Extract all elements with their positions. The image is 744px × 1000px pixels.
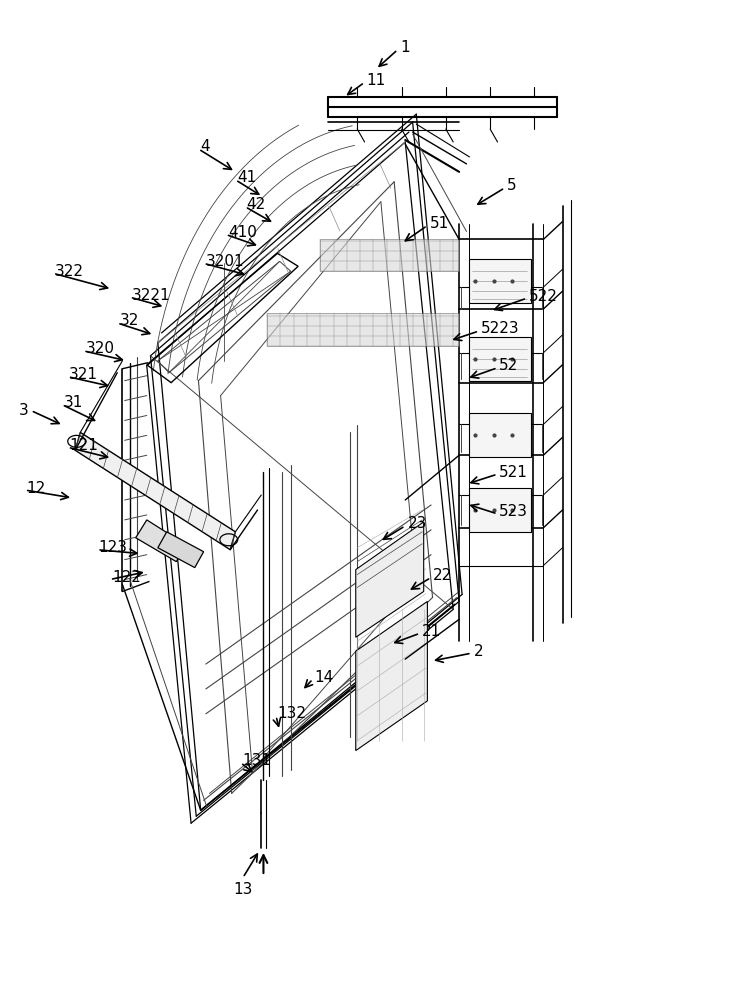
Text: 3221: 3221 [132, 288, 170, 303]
Polygon shape [356, 522, 423, 637]
Text: 42: 42 [246, 197, 266, 212]
Text: 32: 32 [120, 313, 139, 328]
Text: 21: 21 [422, 624, 441, 639]
Text: 3: 3 [19, 403, 29, 418]
Polygon shape [158, 532, 204, 568]
Text: 320: 320 [86, 341, 115, 356]
Text: 52: 52 [499, 358, 519, 373]
Text: 410: 410 [228, 225, 257, 240]
Polygon shape [321, 239, 459, 271]
Polygon shape [135, 520, 186, 562]
Text: 14: 14 [315, 670, 333, 685]
Polygon shape [267, 313, 459, 346]
Text: 5223: 5223 [481, 321, 520, 336]
Text: 11: 11 [366, 73, 385, 88]
Text: 132: 132 [278, 706, 307, 721]
Polygon shape [469, 337, 530, 381]
Text: 41: 41 [237, 170, 257, 185]
Text: 321: 321 [69, 367, 98, 382]
Text: 12: 12 [26, 481, 45, 496]
Text: 22: 22 [432, 568, 452, 583]
Polygon shape [469, 488, 530, 532]
Text: 4: 4 [201, 139, 211, 154]
Text: 121: 121 [69, 438, 98, 453]
Text: 131: 131 [243, 753, 272, 768]
Text: 13: 13 [233, 882, 252, 897]
Text: 122: 122 [112, 570, 141, 585]
Text: 522: 522 [528, 289, 557, 304]
Text: 2: 2 [474, 644, 484, 659]
Polygon shape [75, 432, 235, 550]
Text: 123: 123 [99, 540, 128, 555]
Text: 5: 5 [507, 178, 516, 193]
Text: 523: 523 [499, 504, 528, 519]
Text: 521: 521 [499, 465, 528, 480]
Polygon shape [469, 259, 530, 303]
Text: 3201: 3201 [206, 254, 245, 269]
Polygon shape [356, 601, 427, 751]
Text: 322: 322 [54, 264, 83, 279]
Text: 51: 51 [429, 216, 449, 231]
Text: 31: 31 [63, 395, 83, 410]
Text: 23: 23 [408, 516, 427, 531]
Text: 1: 1 [400, 40, 410, 55]
Polygon shape [469, 413, 530, 457]
